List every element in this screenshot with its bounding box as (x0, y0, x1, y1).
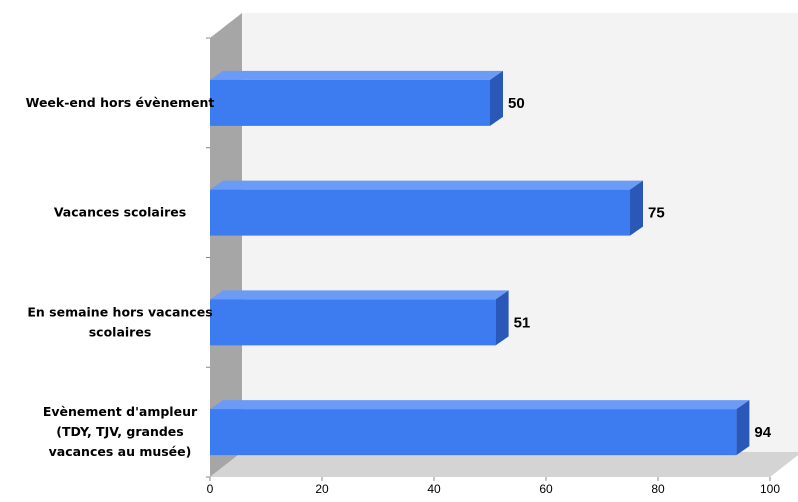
data-label: 51 (514, 314, 531, 331)
category-label: scolaires (89, 324, 152, 339)
category-label: Vacances scolaires (54, 205, 186, 220)
bar-end-face (495, 290, 509, 346)
x-tick-label: 0 (207, 482, 214, 496)
x-tick-label: 60 (539, 482, 553, 496)
bar-top-face (210, 400, 750, 410)
category-label: Evènement d'ampleur (43, 404, 198, 419)
bar (210, 299, 496, 346)
bar-top-face (210, 180, 643, 190)
bar (210, 409, 737, 456)
floor (210, 452, 798, 477)
bar-end-face (736, 400, 750, 456)
side-wall (210, 13, 242, 477)
data-label: 94 (754, 424, 771, 441)
x-tick-label: 80 (651, 482, 665, 496)
bar-top-face (210, 70, 503, 80)
bar-end-face (630, 180, 643, 236)
bar (210, 79, 490, 126)
bar-top-face (210, 290, 509, 300)
data-label: 50 (508, 95, 525, 112)
x-tick-label: 40 (427, 482, 441, 496)
bar (210, 189, 630, 236)
x-tick-label: 100 (760, 482, 780, 496)
category-label: En semaine hors vacances (27, 304, 212, 319)
bar-end-face (490, 70, 503, 126)
data-label: 75 (648, 205, 665, 222)
category-label: vacances au musée) (49, 444, 192, 459)
category-label: (TDY, TJV, grandes (56, 424, 183, 439)
x-tick-label: 20 (315, 482, 329, 496)
category-label: Week-end hors évènement (26, 95, 215, 110)
